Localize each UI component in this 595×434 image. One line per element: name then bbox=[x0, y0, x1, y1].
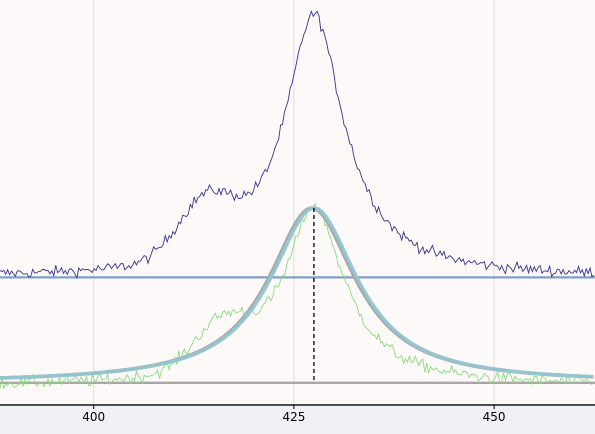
x-axis: 400 425 450 bbox=[0, 404, 595, 431]
plot-background bbox=[0, 0, 595, 405]
series-layer bbox=[0, 10, 595, 390]
x-tick-label-450: 450 bbox=[483, 410, 506, 424]
x-tick-label-425: 425 bbox=[282, 410, 305, 424]
x-tick-label-400: 400 bbox=[82, 410, 105, 424]
series-data-offset bbox=[0, 10, 595, 280]
grid-layer bbox=[93, 0, 495, 405]
series-data bbox=[0, 202, 595, 390]
series-fit-model-b bbox=[0, 206, 594, 380]
figure-margin bbox=[0, 405, 595, 431]
